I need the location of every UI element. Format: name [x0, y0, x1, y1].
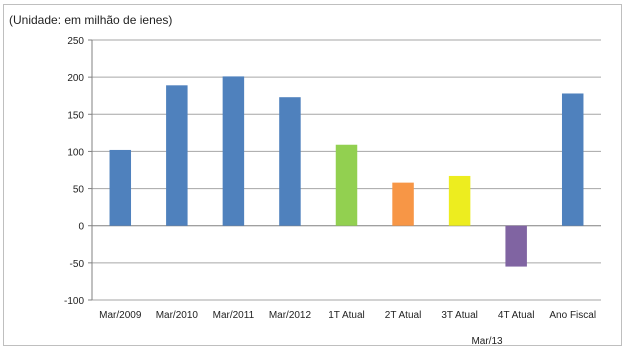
bar-chart: (Unidade: em milhão de ienes) -100 -50 0 50…	[9, 13, 601, 347]
y-tick-label: 200	[67, 73, 84, 84]
chart-frame: (Unidade: em milhão de ienes) -100 -50 0 50…	[3, 4, 622, 347]
bar	[222, 76, 245, 226]
x-tick-label: Mar/2012	[269, 310, 312, 321]
bar	[335, 144, 358, 226]
bar	[109, 149, 132, 226]
x-tick-labels: Mar/2009 Mar/2010 Mar/2011 Mar/2012 1T Atual…	[99, 310, 596, 321]
y-tick-label: 0	[78, 222, 84, 233]
bar	[561, 93, 584, 226]
bar	[448, 175, 471, 226]
x-tick-label: 3T Atual	[441, 310, 478, 321]
y-tick-label: -100	[64, 296, 84, 307]
x-tick-label: 2T Atual	[385, 310, 422, 321]
unit-label: (Unidade: em milhão de ienes)	[9, 13, 172, 27]
bar	[505, 225, 527, 267]
x-tick-label: 1T Atual	[328, 310, 365, 321]
group-label: Mar/13	[471, 336, 503, 345]
bar	[166, 85, 188, 226]
y-tick-label: -50	[70, 259, 85, 270]
y-tick-label: 150	[67, 110, 84, 121]
bar	[279, 97, 301, 226]
y-tick-label: 100	[67, 147, 84, 158]
y-tick-label: 50	[73, 185, 85, 196]
x-tick-label: Mar/2011	[213, 310, 255, 321]
x-tick-label: 4T Atual	[498, 310, 535, 321]
x-tick-label: Mar/2010	[156, 310, 199, 321]
bars	[109, 76, 584, 267]
y-tick-labels: -100 -50 0 50 100 150 200 250	[64, 36, 84, 307]
bar	[392, 182, 414, 226]
x-tick-label: Mar/2009	[99, 310, 142, 321]
y-tick-label: 250	[67, 36, 84, 47]
x-tick-label: Ano Fiscal	[549, 310, 596, 321]
